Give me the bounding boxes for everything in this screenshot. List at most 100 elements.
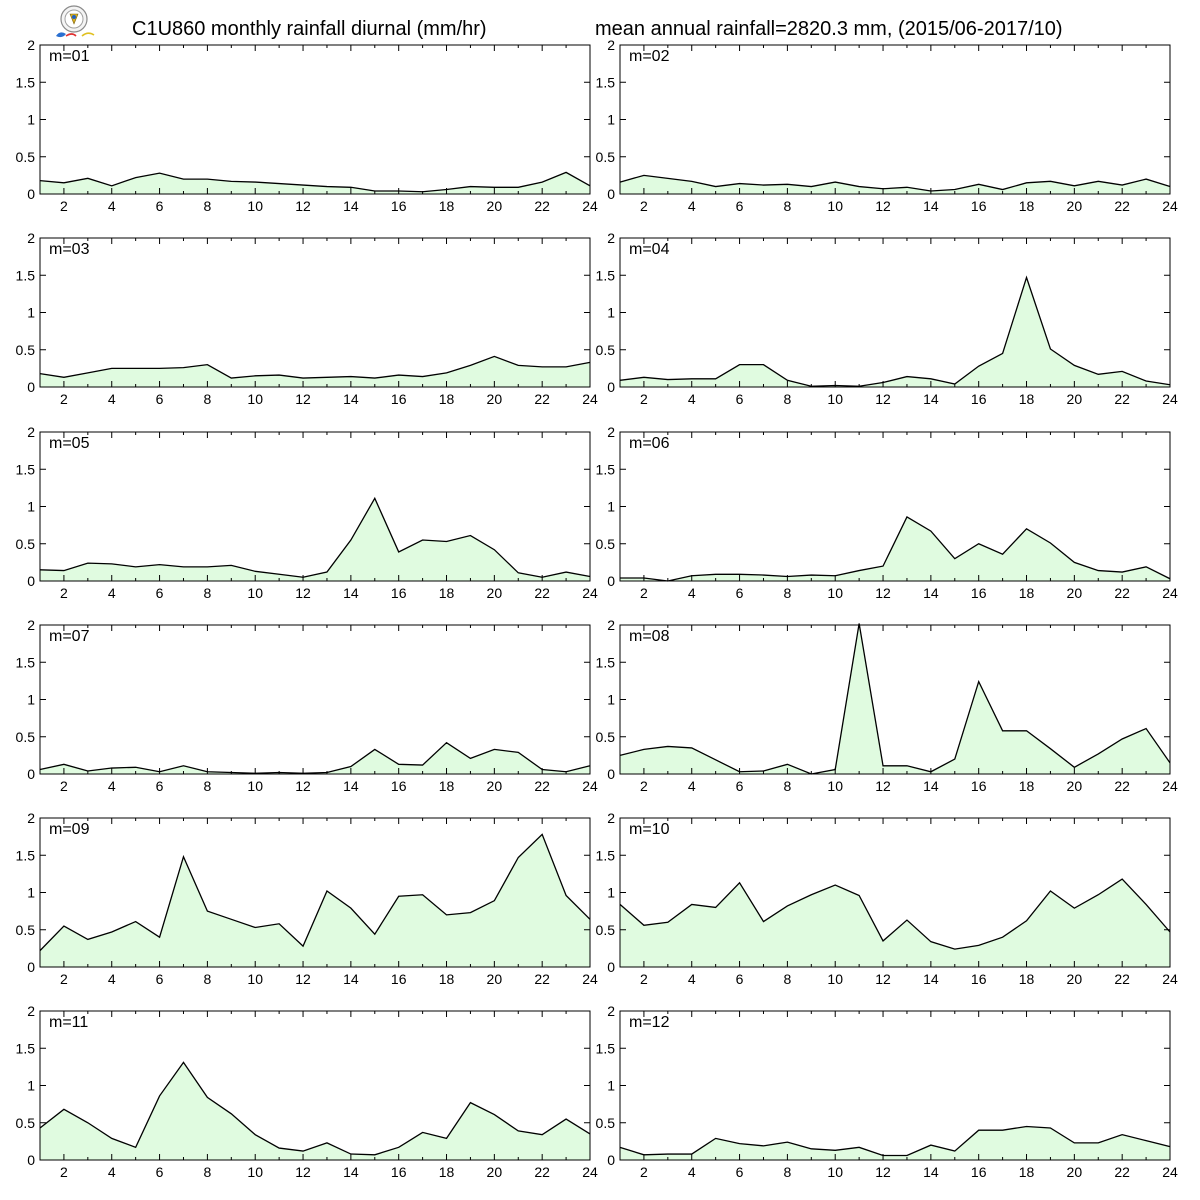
x-tick-label: 16 (391, 585, 407, 601)
x-tick-label: 4 (688, 391, 696, 407)
x-tick-label: 12 (295, 971, 311, 987)
x-tick-label: 8 (203, 778, 211, 794)
x-tick-label: 6 (736, 1164, 744, 1180)
y-tick-label: 1.5 (596, 461, 616, 477)
rain-area (620, 623, 1170, 774)
rain-line (39, 741, 591, 774)
y-tick-label: 1 (27, 112, 35, 128)
x-tick-label: 10 (247, 198, 263, 214)
x-tick-label: 18 (1019, 971, 1035, 987)
rain-area (40, 498, 590, 581)
rain-area (620, 879, 1170, 967)
x-tick-label: 6 (156, 971, 164, 987)
y-tick-label: 0 (27, 379, 35, 395)
y-tick-label: 0.5 (596, 1115, 616, 1131)
panel-month-label: m=06 (629, 435, 670, 452)
x-tick-label: 10 (827, 1164, 843, 1180)
x-tick-label: 4 (108, 391, 116, 407)
panel-month-label: m=01 (49, 48, 90, 65)
y-tick-label: 1.5 (596, 267, 616, 283)
y-tick-label: 0 (607, 379, 615, 395)
y-tick-label: 2 (27, 1003, 35, 1019)
x-tick-label: 14 (343, 971, 359, 987)
x-tick-label: 20 (1067, 778, 1083, 794)
y-tick-label: 1 (27, 885, 35, 901)
x-tick-label: 8 (783, 971, 791, 987)
x-tick-label: 18 (1019, 778, 1035, 794)
y-tick-label: 0.5 (16, 729, 36, 745)
rain-area (620, 277, 1170, 387)
x-tick-label: 22 (1114, 1164, 1130, 1180)
x-tick-label: 18 (439, 585, 455, 601)
x-tick-label: 22 (534, 198, 550, 214)
x-tick-label: 22 (534, 971, 550, 987)
y-tick-label: 0.5 (16, 149, 36, 165)
y-tick-label: 0.5 (16, 922, 36, 938)
plot-frame (619, 44, 1171, 195)
y-tick-label: 2 (27, 230, 35, 246)
x-tick-label: 2 (60, 1164, 68, 1180)
x-tick-label: 6 (156, 1164, 164, 1180)
x-tick-label: 22 (534, 778, 550, 794)
x-tick-label: 12 (875, 198, 891, 214)
y-tick-label: 1 (27, 499, 35, 515)
x-tick-label: 4 (108, 198, 116, 214)
x-tick-label: 22 (534, 391, 550, 407)
rain-area (620, 175, 1170, 194)
rain-area (40, 834, 590, 967)
panel-month-label: m=09 (49, 821, 90, 838)
y-tick-label: 0 (607, 186, 615, 202)
y-tick-label: 2 (27, 617, 35, 633)
rain-area (40, 172, 590, 194)
x-tick-label: 22 (534, 1164, 550, 1180)
y-tick-label: 0 (27, 573, 35, 589)
x-tick-label: 16 (971, 585, 987, 601)
x-tick-label: 20 (1067, 1164, 1083, 1180)
x-tick-label: 24 (582, 1164, 598, 1180)
x-tick-label: 20 (487, 391, 503, 407)
x-tick-label: 16 (971, 198, 987, 214)
y-tick-label: 1 (27, 305, 35, 321)
x-tick-label: 24 (1162, 198, 1178, 214)
x-tick-label: 2 (640, 971, 648, 987)
y-tick-label: 0.5 (16, 1115, 36, 1131)
x-tick-label: 14 (923, 971, 939, 987)
x-tick-label: 2 (640, 198, 648, 214)
x-tick-label: 22 (1114, 198, 1130, 214)
x-tick-label: 4 (688, 198, 696, 214)
panel-month-label: m=02 (629, 48, 670, 65)
x-tick-label: 14 (343, 391, 359, 407)
x-tick-label: 8 (203, 971, 211, 987)
panel-month-label: m=05 (49, 435, 90, 452)
y-tick-label: 1 (27, 1078, 35, 1094)
x-tick-label: 24 (582, 585, 598, 601)
x-tick-label: 12 (875, 1164, 891, 1180)
x-tick-label: 24 (1162, 391, 1178, 407)
x-tick-label: 2 (60, 391, 68, 407)
y-tick-label: 2 (607, 37, 615, 53)
panel-month-label: m=11 (49, 1014, 88, 1031)
x-tick-label: 14 (923, 198, 939, 214)
x-tick-label: 8 (203, 198, 211, 214)
y-tick-label: 0 (27, 1152, 35, 1168)
y-tick-label: 2 (607, 810, 615, 826)
x-tick-label: 24 (582, 391, 598, 407)
x-tick-label: 24 (582, 971, 598, 987)
y-tick-label: 1.5 (16, 267, 36, 283)
y-tick-label: 0.5 (16, 536, 36, 552)
plot-frame (619, 237, 1171, 388)
x-tick-label: 24 (1162, 778, 1178, 794)
x-tick-label: 16 (971, 778, 987, 794)
panel-month-label: m=03 (49, 241, 90, 258)
y-tick-label: 0 (27, 959, 35, 975)
x-tick-label: 10 (247, 585, 263, 601)
x-tick-label: 16 (971, 391, 987, 407)
x-tick-label: 12 (295, 778, 311, 794)
x-tick-label: 16 (391, 778, 407, 794)
x-tick-label: 20 (1067, 198, 1083, 214)
